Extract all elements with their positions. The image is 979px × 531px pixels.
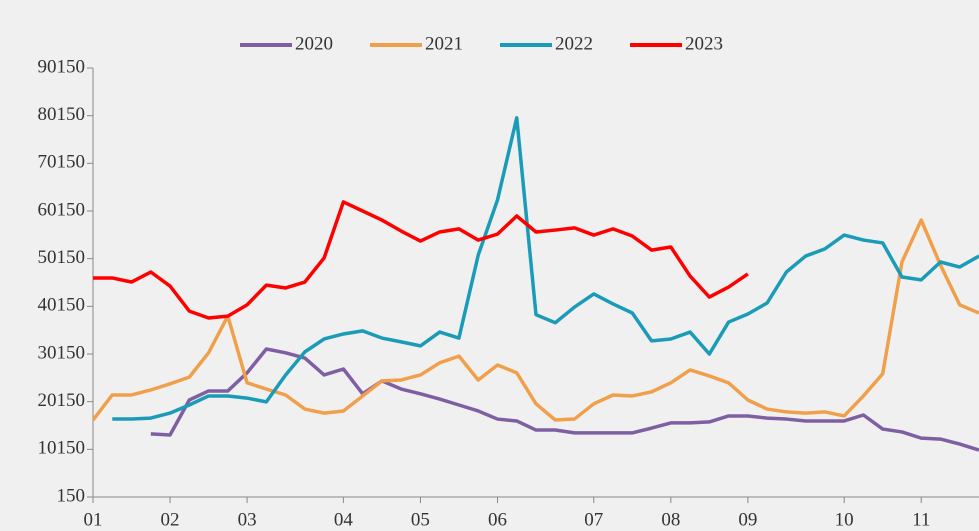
y-tick-label: 60150 <box>38 199 86 220</box>
x-tick-label: 07 <box>584 509 603 530</box>
x-tick-label: 08 <box>661 509 680 530</box>
legend-label: 2022 <box>555 33 593 54</box>
y-tick-label: 10150 <box>38 438 86 459</box>
line-series <box>150 347 979 452</box>
x-tick-label: 06 <box>488 509 507 530</box>
x-tick-label: 01 <box>84 509 103 530</box>
legend-label: 2023 <box>685 33 723 54</box>
y-tick-label: 20150 <box>38 390 86 411</box>
y-tick-label: 90150 <box>38 56 86 77</box>
y-tick-label: 30150 <box>38 342 86 363</box>
line-series <box>91 218 979 422</box>
y-tick-label: 50150 <box>38 247 86 268</box>
x-tick-label: 03 <box>238 509 257 530</box>
x-tick-label: 10 <box>835 509 854 530</box>
x-tick-label: 02 <box>161 509 180 530</box>
y-tick-label: 80150 <box>38 104 86 125</box>
y-tick-label: 70150 <box>38 152 86 173</box>
x-tick-label: 04 <box>334 509 354 530</box>
line-series <box>93 200 749 320</box>
y-tick-label: 40150 <box>38 295 86 316</box>
y-tick-label: 150 <box>57 485 86 506</box>
x-tick-label: 11 <box>912 509 930 530</box>
x-tick-label: 05 <box>411 509 430 530</box>
legend-label: 2021 <box>425 33 463 54</box>
legend-label: 2020 <box>295 33 333 54</box>
line-series <box>112 116 979 421</box>
x-tick-label: 09 <box>738 509 757 530</box>
